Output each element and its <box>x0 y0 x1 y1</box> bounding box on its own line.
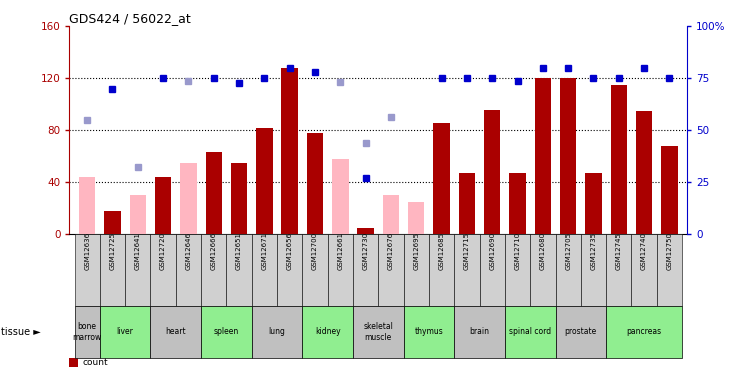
Text: prostate: prostate <box>564 327 597 336</box>
Text: spleen: spleen <box>213 327 239 336</box>
Text: GSM12735: GSM12735 <box>591 232 596 270</box>
Text: GSM12666: GSM12666 <box>211 232 217 270</box>
Text: spinal cord: spinal cord <box>509 327 551 336</box>
Bar <box>433 123 450 234</box>
Text: GSM12651: GSM12651 <box>236 232 242 270</box>
Text: GSM12685: GSM12685 <box>439 232 444 270</box>
Text: GSM12745: GSM12745 <box>616 232 622 270</box>
Bar <box>129 195 146 234</box>
Text: tissue ►: tissue ► <box>1 327 41 337</box>
Bar <box>281 68 298 234</box>
Text: GSM12695: GSM12695 <box>413 232 420 270</box>
Text: GSM12671: GSM12671 <box>262 232 268 270</box>
Text: count: count <box>83 358 108 367</box>
Bar <box>256 128 273 234</box>
Bar <box>636 111 652 234</box>
Text: GSM12661: GSM12661 <box>337 232 344 270</box>
Text: GSM12646: GSM12646 <box>186 232 192 270</box>
Text: GSM12641: GSM12641 <box>135 232 141 270</box>
Text: GDS424 / 56022_at: GDS424 / 56022_at <box>69 12 192 25</box>
Bar <box>662 146 678 234</box>
Bar <box>332 159 349 234</box>
Text: brain: brain <box>469 327 490 336</box>
Text: bone
marrow: bone marrow <box>72 322 102 342</box>
Text: GSM12656: GSM12656 <box>287 232 292 270</box>
Bar <box>484 110 501 234</box>
Bar <box>205 152 222 234</box>
Text: pancreas: pancreas <box>626 327 662 336</box>
Text: GSM12740: GSM12740 <box>641 232 647 270</box>
Text: GSM12730: GSM12730 <box>363 232 368 270</box>
Bar <box>105 211 121 234</box>
Text: thymus: thymus <box>414 327 443 336</box>
Bar <box>155 177 171 234</box>
Text: GSM12750: GSM12750 <box>667 232 673 270</box>
Bar <box>231 163 247 234</box>
Bar <box>408 202 425 234</box>
Text: GSM12680: GSM12680 <box>539 232 546 270</box>
Text: skeletal
muscle: skeletal muscle <box>363 322 393 342</box>
Bar <box>357 228 374 234</box>
Text: liver: liver <box>117 327 134 336</box>
Bar <box>307 133 323 234</box>
Text: GSM12725: GSM12725 <box>110 232 115 270</box>
Bar <box>79 177 95 234</box>
Text: GSM12720: GSM12720 <box>160 232 166 270</box>
Text: GSM12705: GSM12705 <box>565 232 571 270</box>
Bar <box>510 173 526 234</box>
Bar <box>586 173 602 234</box>
Text: GSM12690: GSM12690 <box>489 232 495 270</box>
Bar <box>534 78 551 234</box>
Bar <box>383 195 399 234</box>
Text: GSM12676: GSM12676 <box>388 232 394 270</box>
Bar <box>458 173 475 234</box>
Bar <box>560 78 576 234</box>
Text: heart: heart <box>165 327 186 336</box>
Text: kidney: kidney <box>315 327 341 336</box>
Bar <box>610 85 627 234</box>
Text: lung: lung <box>268 327 286 336</box>
Text: GSM12636: GSM12636 <box>84 232 90 270</box>
Text: GSM12715: GSM12715 <box>464 232 470 270</box>
Bar <box>181 163 197 234</box>
Text: GSM12710: GSM12710 <box>515 232 520 270</box>
Text: GSM12700: GSM12700 <box>312 232 318 270</box>
